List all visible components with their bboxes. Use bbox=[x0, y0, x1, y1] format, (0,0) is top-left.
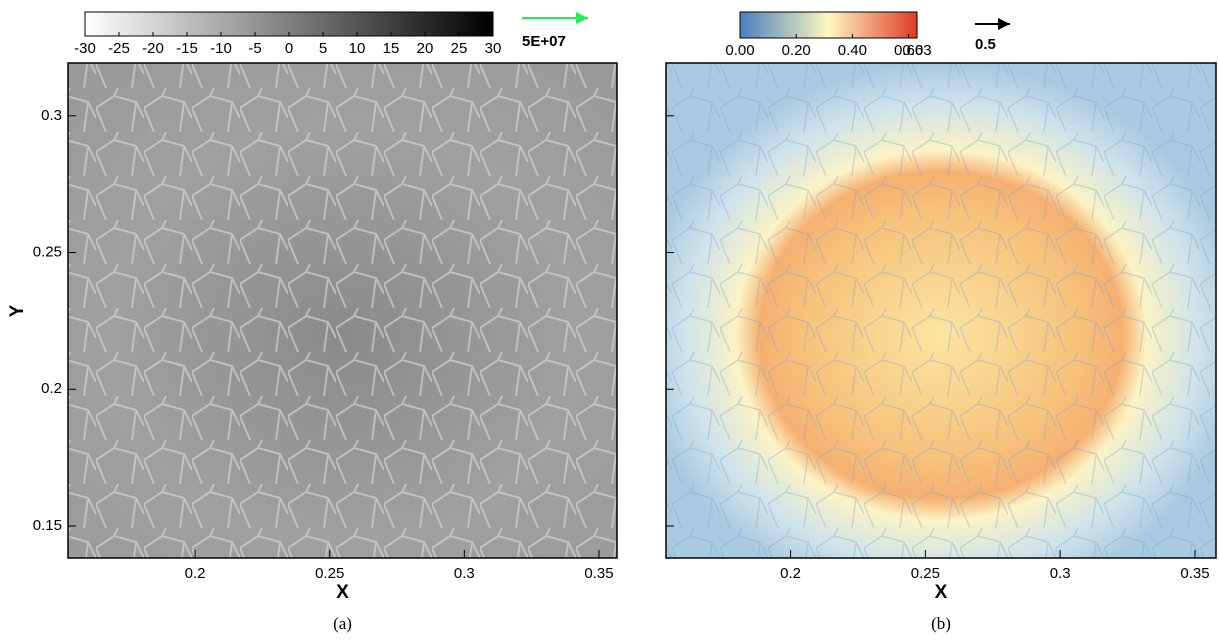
x-tick-label: 0.25 bbox=[911, 565, 940, 582]
x-tick-label: 0.25 bbox=[315, 565, 344, 582]
y-tick-label: 0.15 bbox=[33, 517, 62, 534]
colorbar-tick-label: 20 bbox=[417, 40, 434, 57]
colorbar-tick-label: -5 bbox=[248, 40, 261, 57]
x-tick-label: 0.2 bbox=[780, 565, 801, 582]
y-axis-label: Y bbox=[7, 304, 28, 317]
colorbar-tick-label: 0.63 bbox=[902, 42, 931, 59]
field-structure bbox=[68, 63, 617, 558]
y-tick-label: 0.25 bbox=[33, 243, 62, 260]
colorbar-tick-label: 10 bbox=[349, 40, 366, 57]
caption: (b) bbox=[931, 614, 951, 633]
colorbar-tick-label: 5 bbox=[319, 40, 327, 57]
colorbar-tick-label: 0.00 bbox=[725, 42, 754, 59]
caption: (a) bbox=[333, 614, 352, 633]
plot-frame bbox=[665, 62, 1217, 559]
y-tick-label: 0.2 bbox=[41, 380, 62, 397]
colorbar-tick-label: 15 bbox=[383, 40, 400, 57]
reference-vector-label: 0.5 bbox=[975, 36, 996, 53]
x-axis-label: X bbox=[336, 582, 349, 603]
colorbar-tick-label: 0.60 bbox=[894, 42, 923, 59]
x-axis-label: X bbox=[935, 582, 948, 603]
plot-frame bbox=[67, 62, 618, 559]
colorbar bbox=[739, 11, 918, 39]
x-tick-label: 0.2 bbox=[185, 565, 206, 582]
colorbar-tick-label: 0.40 bbox=[838, 42, 867, 59]
colorbar-tick-label: -25 bbox=[108, 40, 130, 57]
colorbar-tick-label: 0.20 bbox=[782, 42, 811, 59]
x-tick-label: 0.3 bbox=[454, 565, 475, 582]
x-tick-label: 0.35 bbox=[584, 565, 613, 582]
colorbar-tick-label: 0 bbox=[285, 40, 293, 57]
colorbar-tick-label: -30 bbox=[74, 40, 96, 57]
reference-vector-label: 5E+07 bbox=[522, 33, 566, 50]
colorbar-tick-label: 25 bbox=[451, 40, 468, 57]
colorbar-tick-label: -10 bbox=[210, 40, 232, 57]
field-structure bbox=[666, 63, 1216, 558]
x-tick-label: 0.35 bbox=[1180, 565, 1209, 582]
x-tick-label: 0.3 bbox=[1050, 565, 1071, 582]
colorbar-tick-label: -15 bbox=[176, 40, 198, 57]
colorbar-tick-label: -20 bbox=[142, 40, 164, 57]
colorbar-tick-label: 30 bbox=[485, 40, 502, 57]
y-tick-label: 0.3 bbox=[41, 107, 62, 124]
